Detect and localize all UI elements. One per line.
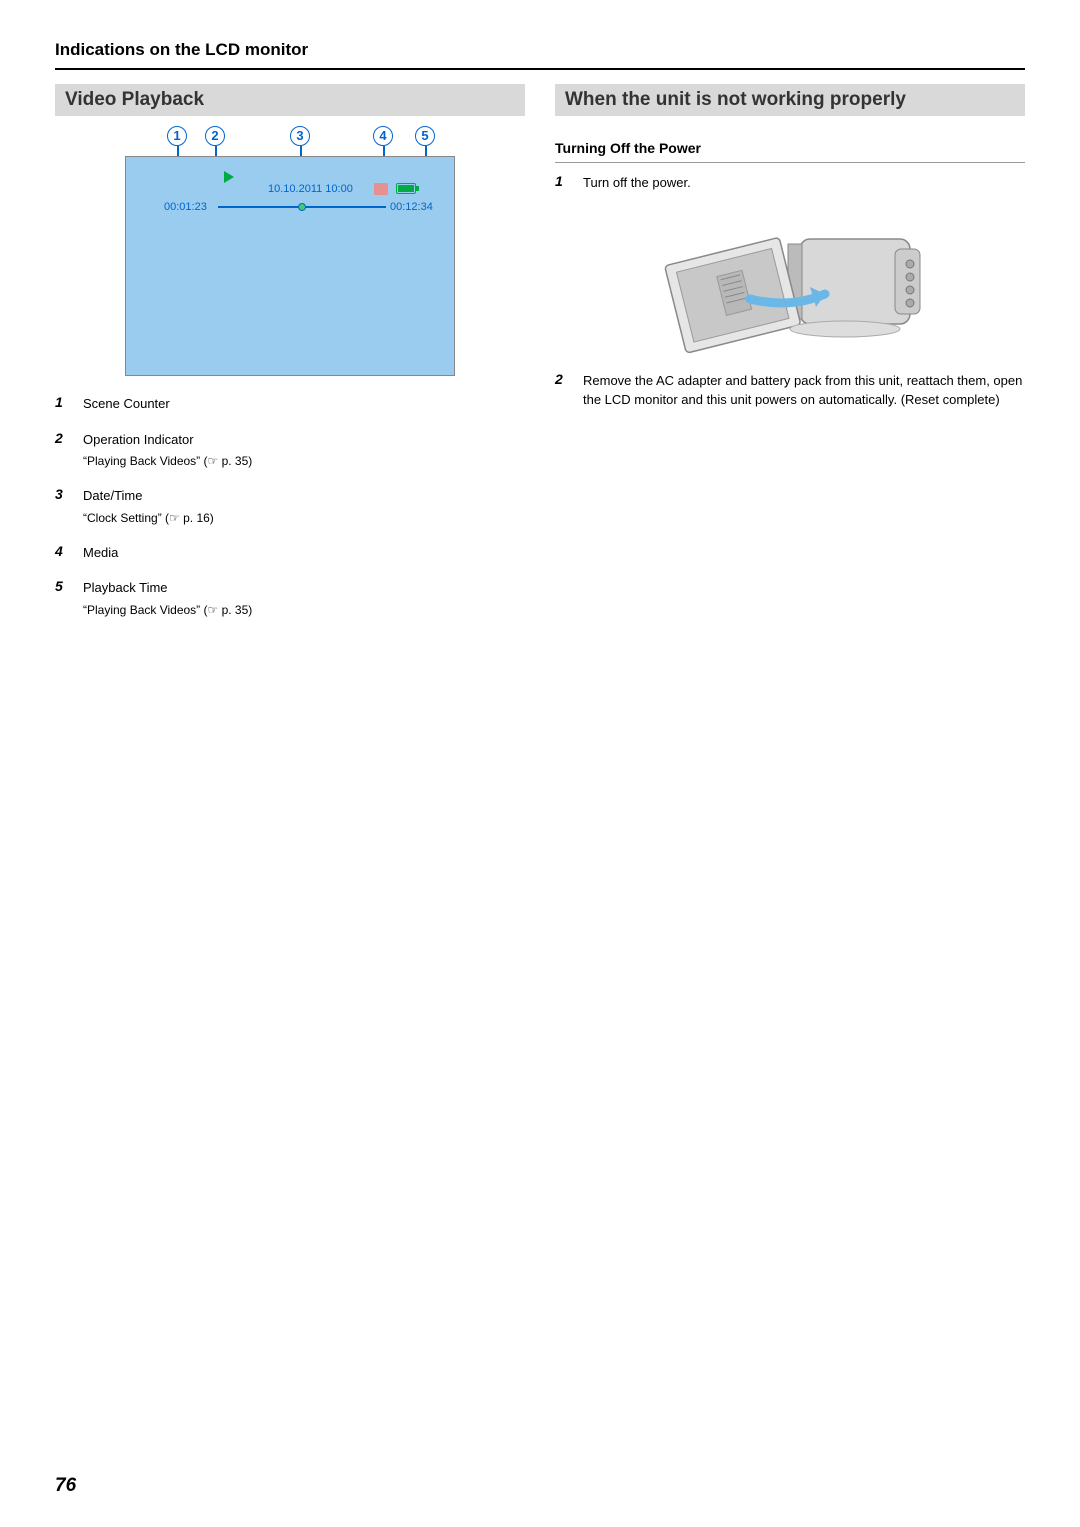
play-icon [224, 171, 234, 183]
callout-circle: 1 [167, 126, 187, 146]
callout-circle: 5 [415, 126, 435, 146]
right-column: When the unit is not working properly Tu… [555, 84, 1025, 635]
item-main: Media [83, 543, 525, 563]
step-text: Turn off the power. [583, 175, 691, 190]
list-item: 3 Date/Time “Clock Setting” (☞ p. 16) [55, 486, 525, 527]
steps-list-right-2: 2 Remove the AC adapter and battery pack… [555, 371, 1025, 410]
callout-circle: 3 [290, 126, 310, 146]
item-body: Date/Time “Clock Setting” (☞ p. 16) [83, 486, 525, 527]
sd-card-icon [374, 183, 388, 195]
section-title-not-working: When the unit is not working properly [555, 84, 1025, 116]
camera-illustration [650, 209, 930, 359]
item-sub: “Clock Setting” (☞ p. 16) [83, 509, 525, 527]
progress-knob [298, 203, 306, 211]
item-body: Playback Time “Playing Back Videos” (☞ p.… [83, 578, 525, 619]
datetime-text: 10.10.2011 10:00 [268, 183, 353, 195]
list-item: 5 Playback Time “Playing Back Videos” (☞ p… [55, 578, 525, 619]
page-root: Indications on the LCD monitor Video Pla… [0, 0, 1080, 665]
step-number: 2 [555, 371, 569, 387]
callout-list-left: 1 Scene Counter 2 Operation Indicator “Playi… [55, 394, 525, 619]
content-columns: Video Playback 12345 00:01:23 10.10.2011… [55, 84, 1025, 635]
item-main: Scene Counter [83, 394, 525, 414]
step-body: Remove the AC adapter and battery pack f… [583, 371, 1025, 410]
item-main: Date/Time [83, 486, 525, 506]
item-body: Operation Indicator “Playing Back Videos”… [83, 430, 525, 471]
item-number: 4 [55, 543, 69, 559]
list-item: 4 Media [55, 543, 525, 563]
camera-illustration-wrap [555, 209, 1025, 359]
subsection-title-power-off: Turning Off the Power [555, 140, 1025, 163]
item-body: Media [83, 543, 525, 563]
lcd-screen: 00:01:23 10.10.2011 10:00 00:12:34 [125, 156, 455, 376]
lcd-diagram-wrap: 12 3 4 5 00:01:23 10.10.2011 10:00 00:12:34 [55, 126, 525, 376]
item-number: 2 [55, 430, 69, 446]
list-item: 2 Operation Indicator “Playing Back Videos… [55, 430, 525, 471]
list-item: 1 Turn off the power. [555, 173, 1025, 193]
callout-circle: 4 [373, 126, 393, 146]
battery-icon [396, 183, 416, 194]
callout-row: 12 3 4 5 [125, 126, 455, 156]
list-item: 1 Scene Counter [55, 394, 525, 414]
step-body: Turn off the power. [583, 173, 1025, 193]
scene-counter-text: 00:01:23 [164, 201, 207, 213]
step-text: Remove the AC adapter and battery pack f… [583, 373, 1022, 408]
page-number: 76 [55, 1475, 76, 1497]
item-number: 3 [55, 486, 69, 502]
lcd-diagram: 12 3 4 5 00:01:23 10.10.2011 10:00 00:12:34 [125, 126, 455, 376]
callout-circle: 2 [205, 126, 225, 146]
item-body: Scene Counter [83, 394, 525, 414]
page-header: Indications on the LCD monitor [55, 40, 1025, 70]
section-title-video-playback: Video Playback [55, 84, 525, 116]
step-number: 1 [555, 173, 569, 189]
item-sub: “Playing Back Videos” (☞ p. 35) [83, 601, 525, 619]
battery-fill [398, 185, 414, 192]
steps-list-right: 1 Turn off the power. [555, 173, 1025, 193]
left-column: Video Playback 12345 00:01:23 10.10.2011… [55, 84, 525, 635]
item-main: Operation Indicator [83, 430, 525, 450]
item-main: Playback Time [83, 578, 525, 598]
playback-time-text: 00:12:34 [390, 201, 433, 213]
item-number: 1 [55, 394, 69, 410]
item-sub: “Playing Back Videos” (☞ p. 35) [83, 452, 525, 470]
item-number: 5 [55, 578, 69, 594]
list-item: 2 Remove the AC adapter and battery pack… [555, 371, 1025, 410]
